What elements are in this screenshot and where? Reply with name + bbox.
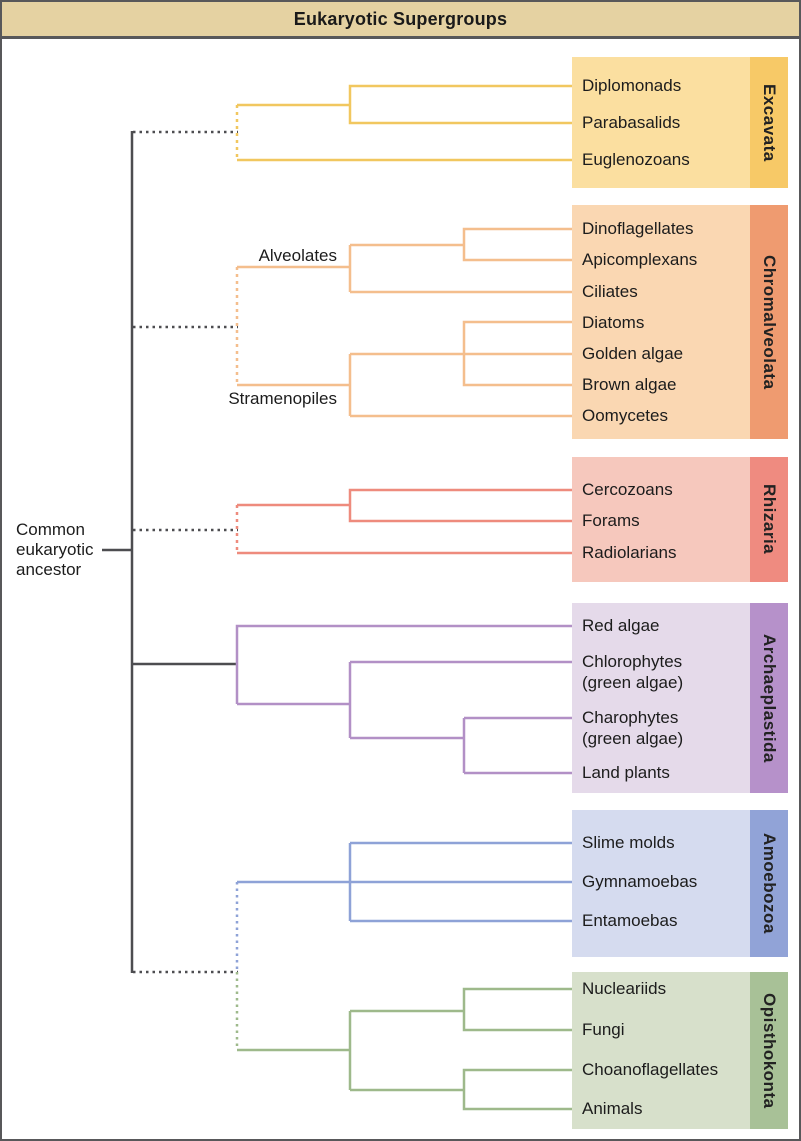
alveolates-label: Alveolates	[258, 246, 337, 265]
group-box-excavata: Diplomonads Parabasalids Euglenozoans Ex…	[572, 57, 788, 188]
taxon-label: Parabasalids	[582, 113, 681, 132]
group-tab-excavata: Excavata	[750, 57, 788, 188]
taxa-list-amoebozoa: Slime molds Gymnamoebas Entamoebas	[572, 810, 788, 957]
taxa-list-opisthokonta: Nucleariids Fungi Choanoflagellates Anim…	[572, 972, 788, 1129]
group-name-archaeplastida: Archaeplastida	[760, 633, 779, 763]
taxon-label: Euglenozoans	[582, 150, 690, 169]
figure-title: Eukaryotic Supergroups	[293, 8, 508, 29]
taxa-list-excavata: Diplomonads Parabasalids Euglenozoans	[572, 57, 788, 188]
taxon-label: Golden algae	[582, 344, 684, 363]
taxon-label: Slime molds	[582, 833, 675, 852]
archaeplastida-branch-lines	[235, 624, 572, 775]
taxa-list-archaeplastida: Red algae Chlorophytes (green algae) Cha…	[572, 603, 788, 793]
rhizaria-branch-lines	[237, 488, 572, 555]
taxon-label: Radiolarians	[582, 543, 677, 562]
taxon-label: Entamoebas	[582, 911, 678, 930]
chromalveolata-branch	[235, 227, 572, 418]
taxa-list-rhizaria: Cercozoans Forams Radiolarians	[572, 457, 788, 582]
taxon-label: Chlorophytes (green algae)	[582, 652, 684, 692]
group-name-opisthokonta: Opisthokonta	[760, 992, 779, 1109]
amoebozoa-branch	[235, 841, 572, 972]
tree-trunk	[102, 130, 238, 974]
stramenopiles-label: Stramenopiles	[228, 389, 337, 408]
taxon-label: Animals	[582, 1099, 643, 1118]
taxon-label: Gymnamoebas	[582, 872, 698, 891]
group-box-chromalveolata: Dinoflagellates Apicomplexans Ciliates D…	[572, 205, 788, 439]
taxon-label: Ciliates	[582, 282, 638, 301]
taxa-list-chromalveolata: Dinoflagellates Apicomplexans Ciliates D…	[572, 205, 788, 439]
group-tab-archaeplastida: Archaeplastida	[750, 603, 788, 793]
group-name-excavata: Excavata	[760, 83, 779, 162]
group-box-rhizaria: Cercozoans Forams Radiolarians Rhizaria	[572, 457, 788, 582]
chromalveolata-branch-lines	[237, 227, 572, 418]
taxon-label: Choanoflagellates	[582, 1060, 719, 1079]
group-tab-amoebozoa: Amoebozoa	[750, 810, 788, 957]
group-box-amoebozoa: Slime molds Gymnamoebas Entamoebas Amoeb…	[572, 810, 788, 957]
group-name-chromalveolata: Chromalveolata	[760, 254, 779, 390]
common-ancestor-label: Common eukaryotic ancestor	[16, 520, 94, 579]
opisthokonta-branch-lines	[237, 987, 572, 1111]
taxon-label: Cercozoans	[582, 480, 673, 499]
taxon-label: Oomycetes	[582, 406, 668, 425]
figure-title-bar: Eukaryotic Supergroups	[2, 2, 799, 39]
taxon-label: Dinoflagellates	[582, 219, 694, 238]
group-tab-opisthokonta: Opisthokonta	[750, 972, 788, 1129]
group-box-opisthokonta: Nucleariids Fungi Choanoflagellates Anim…	[572, 972, 788, 1129]
group-name-rhizaria: Rhizaria	[760, 484, 779, 555]
excavata-branch	[235, 84, 572, 162]
taxon-label: Fungi	[582, 1020, 625, 1039]
taxon-label: Forams	[582, 511, 640, 530]
taxon-label: Red algae	[582, 616, 660, 635]
amoebozoa-branch-lines	[237, 841, 572, 923]
group-tab-rhizaria: Rhizaria	[750, 457, 788, 582]
taxon-label: Land plants	[582, 763, 670, 782]
taxon-label: Nucleariids	[582, 979, 667, 998]
taxon-label: Apicomplexans	[582, 250, 698, 269]
archaeplastida-branch	[235, 624, 572, 775]
rhizaria-branch	[235, 488, 572, 555]
dotted-connector-lines	[133, 130, 238, 974]
opisthokonta-branch	[235, 972, 572, 1111]
excavata-branch-lines	[237, 84, 572, 162]
taxon-label: Charophytes (green algae)	[582, 708, 684, 748]
taxon-label: Brown algae	[582, 375, 677, 394]
group-tab-chromalveolata: Chromalveolata	[750, 205, 788, 439]
taxon-label: Diatoms	[582, 313, 645, 332]
taxon-label: Diplomonads	[582, 76, 682, 95]
group-name-amoebozoa: Amoebozoa	[760, 833, 779, 934]
group-box-archaeplastida: Red algae Chlorophytes (green algae) Cha…	[572, 603, 788, 793]
